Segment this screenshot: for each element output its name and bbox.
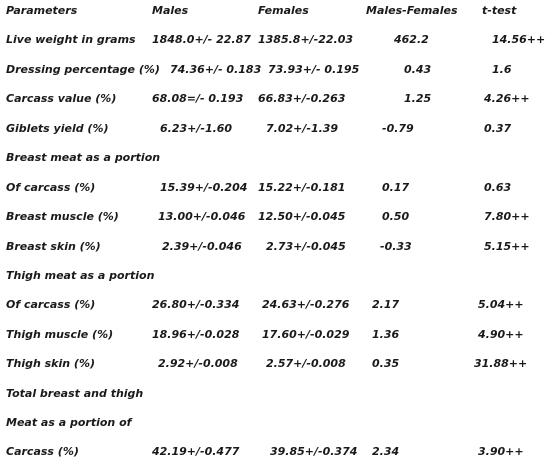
t-test-value: 31.88++ [474,357,528,370]
row-label: Of carcass (%) [6,298,96,311]
table-row: Breast muscle (%) 13.00+/-0.046 12.50+/-… [0,208,548,226]
males-value: 1848.0+/- 22.87 [152,33,251,46]
table-row: Dressing percentage (%) 74.36+/- 0.183 7… [0,61,548,79]
t-test-value: 3.90++ [478,445,524,458]
row-label: Carcass value (%) [6,92,117,105]
header-t-test: t-test [482,4,517,17]
section-label: Breast meat as a portion [6,151,161,164]
females-value: 2.57+/-0.008 [266,357,346,370]
row-label: Breast skin (%) [6,240,101,253]
section-heading: Meat as a portion of [0,414,548,432]
header-females: Females [258,4,309,17]
table-row: Live weight in grams 1848.0+/- 22.87 138… [0,31,548,49]
males-value: 42.19+/-0.477 [152,445,240,458]
row-label: Live weight in grams [6,33,136,46]
section-heading: Total breast and thigh [0,385,548,403]
males-value: 74.36+/- 0.183 [170,63,262,76]
row-label: Dressing percentage (%) [6,63,160,76]
section-label: Thigh meat as a portion [6,269,155,282]
t-test-value: 5.04++ [478,298,524,311]
t-test-value: 4.26++ [484,92,530,105]
males-value: 18.96+/-0.028 [152,328,240,341]
difference-value: 1.25 [404,92,432,105]
row-label: Carcass (%) [6,445,79,458]
t-test-value: 0.37 [484,122,512,135]
section-label: Meat as a portion of [6,416,132,429]
difference-value: 2.17 [372,298,400,311]
table-row: Of carcass (%) 26.80+/-0.334 24.63+/-0.2… [0,296,548,314]
males-value: 26.80+/-0.334 [152,298,240,311]
row-label: Thigh skin (%) [6,357,96,370]
t-test-value: 4.90++ [478,328,524,341]
females-value: 7.02+/-1.39 [266,122,339,135]
difference-value: 1.36 [372,328,400,341]
table-row: Of carcass (%) 15.39+/-0.204 15.22+/-0.1… [0,179,548,197]
males-value: 13.00+/-0.046 [158,210,246,223]
difference-value: 0.43 [404,63,432,76]
t-test-value: 1.6 [492,63,512,76]
t-test-value: 14.56++ [492,33,546,46]
females-value: 24.63+/-0.276 [262,298,350,311]
table-row: Carcass (%) 42.19+/-0.477 39.85+/-0.374 … [0,443,548,461]
row-label: Thigh muscle (%) [6,328,114,341]
header-parameters: Parameters [6,4,78,17]
section-heading: Thigh meat as a portion [0,267,548,285]
females-value: 12.50+/-0.045 [258,210,346,223]
row-label: Of carcass (%) [6,181,96,194]
table-row: Breast skin (%) 2.39+/-0.046 2.73+/-0.04… [0,238,548,256]
females-value: 66.83+/-0.263 [258,92,346,105]
females-value: 1385.8+/-22.03 [258,33,354,46]
males-value: 15.39+/-0.204 [160,181,248,194]
difference-value: 0.50 [382,210,410,223]
difference-value: 2.34 [372,445,400,458]
difference-value: 0.17 [382,181,410,194]
t-test-value: 5.15++ [484,240,530,253]
header-row: Parameters Males Females Males-Females t… [0,2,548,20]
females-value: 15.22+/-0.181 [258,181,346,194]
t-test-value: 0.63 [484,181,512,194]
section-heading: Breast meat as a portion [0,149,548,167]
row-label: Giblets yield (%) [6,122,109,135]
difference-value: 0.35 [372,357,400,370]
females-value: 39.85+/-0.374 [270,445,358,458]
header-difference: Males-Females [366,4,458,17]
males-value: 2.92+/-0.008 [158,357,238,370]
header-males: Males [152,4,189,17]
males-value: 68.08=/- 0.193 [152,92,244,105]
difference-value: 462.2 [394,33,429,46]
difference-value: -0.79 [382,122,414,135]
t-test-value: 7.80++ [484,210,530,223]
table-row: Giblets yield (%) 6.23+/-1.60 7.02+/-1.3… [0,120,548,138]
females-value: 73.93+/- 0.195 [268,63,360,76]
females-value: 2.73+/-0.045 [266,240,346,253]
row-label: Breast muscle (%) [6,210,119,223]
table-row: Carcass value (%) 68.08=/- 0.193 66.83+/… [0,90,548,108]
difference-value: -0.33 [380,240,412,253]
males-value: 2.39+/-0.046 [162,240,242,253]
table-row: Thigh muscle (%) 18.96+/-0.028 17.60+/-0… [0,326,548,344]
section-label: Total breast and thigh [6,387,144,400]
males-value: 6.23+/-1.60 [160,122,233,135]
table-row: Thigh skin (%) 2.92+/-0.008 2.57+/-0.008… [0,355,548,373]
females-value: 17.60+/-0.029 [262,328,350,341]
